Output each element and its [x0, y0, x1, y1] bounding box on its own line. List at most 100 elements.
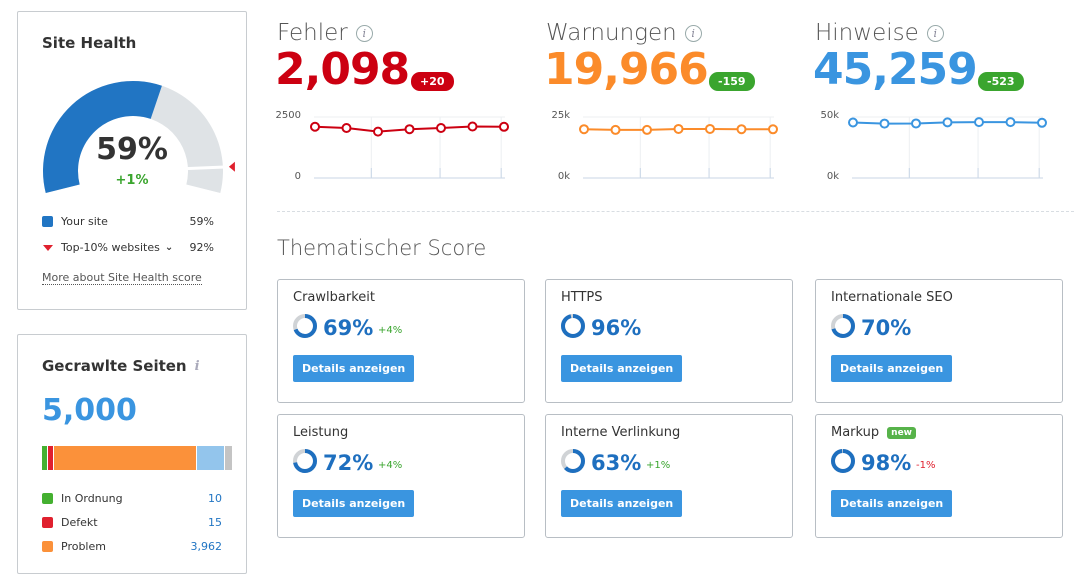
- sparkline-point[interactable]: [673, 123, 684, 134]
- score-percent: 69%: [323, 316, 374, 340]
- score-ring-fill: [293, 449, 317, 473]
- legend-your-site: Your site: [42, 215, 108, 228]
- sparkline-point[interactable]: [436, 122, 446, 133]
- crawled-legend-item[interactable]: Defekt: [42, 516, 98, 529]
- metric-change-badge: +20: [411, 72, 454, 91]
- legend-value[interactable]: 15: [208, 516, 222, 529]
- details-button[interactable]: Details anzeigen: [293, 490, 415, 517]
- y-axis-max-label: 25k: [551, 110, 570, 121]
- legend-value[interactable]: 10: [208, 492, 222, 505]
- thematic-score-title: Thematischer Score: [277, 236, 487, 260]
- sparkline-point[interactable]: [310, 121, 320, 132]
- score-ring-icon: [561, 314, 585, 338]
- gauge-fill: [42, 81, 162, 193]
- crawled-pages-total: 5,000: [42, 393, 137, 428]
- site-health-gauge: [42, 81, 235, 193]
- details-button[interactable]: Details anzeigen: [561, 355, 683, 382]
- sparkline-point[interactable]: [736, 124, 747, 135]
- sparkline-point[interactable]: [642, 124, 652, 135]
- score-change: -1%: [916, 460, 936, 471]
- sparkline-point[interactable]: [341, 122, 352, 133]
- metric-title: Warnungen i: [546, 20, 702, 46]
- legend-value: 92%: [189, 241, 214, 254]
- legend-label: Problem: [61, 540, 106, 553]
- metric-value[interactable]: 19,966: [544, 44, 709, 95]
- crawled-pages-card: Gecrawlte Seiten i 5,000 In Ordnung 10 Defe…: [17, 334, 247, 574]
- sparkline-point[interactable]: [610, 124, 621, 135]
- sparkline-point[interactable]: [911, 118, 921, 129]
- details-button[interactable]: Details anzeigen: [561, 490, 683, 517]
- score-card-title: Interne Verlinkung: [561, 425, 681, 440]
- new-badge: new: [887, 426, 916, 439]
- score-card-title: HTTPS: [561, 290, 603, 305]
- info-icon[interactable]: i: [684, 24, 702, 42]
- bar-segment[interactable]: [196, 446, 225, 470]
- y-axis-min-label: 0k: [826, 171, 839, 182]
- info-icon[interactable]: i: [926, 24, 944, 42]
- legend-label: In Ordnung: [61, 492, 123, 505]
- sparkline-point[interactable]: [404, 124, 415, 135]
- score-change: +4%: [378, 460, 403, 471]
- sparkline-point[interactable]: [1005, 117, 1016, 128]
- score-ring-icon: [293, 314, 317, 338]
- details-button[interactable]: Details anzeigen: [831, 490, 953, 517]
- info-icon[interactable]: i: [355, 24, 373, 42]
- y-axis-min-label: 0k: [557, 171, 570, 182]
- sparkline-point[interactable]: [879, 118, 890, 129]
- score-ring-fill: [831, 449, 855, 473]
- score-card-title: Leistung: [293, 425, 349, 440]
- metric-sparkline: [848, 116, 1047, 179]
- score-ring-icon: [293, 449, 317, 473]
- legend-label: Your site: [61, 215, 108, 228]
- score-ring-icon: [561, 449, 585, 473]
- score-ring-fill: [831, 314, 855, 338]
- metric-title: Fehler i: [277, 20, 373, 46]
- top10-marker-icon: [228, 161, 235, 172]
- sparkline-point[interactable]: [768, 124, 778, 135]
- sparkline-point[interactable]: [499, 121, 509, 132]
- sparkline-point[interactable]: [705, 123, 715, 134]
- legend-swatch: [42, 493, 53, 504]
- details-button[interactable]: Details anzeigen: [293, 355, 415, 382]
- site-health-more-link[interactable]: More about Site Health score: [42, 271, 202, 285]
- divider: [277, 211, 1074, 212]
- score-ring-fill: [561, 449, 585, 473]
- details-button[interactable]: Details anzeigen: [831, 355, 953, 382]
- red-triangle-icon: [43, 244, 53, 251]
- sparkline-point[interactable]: [467, 121, 478, 132]
- crawled-legend-item[interactable]: Problem: [42, 540, 106, 553]
- sparkline-point[interactable]: [974, 117, 984, 128]
- score-percent: 70%: [861, 316, 912, 340]
- metric-change-badge: -523: [978, 72, 1024, 91]
- sparkline-point[interactable]: [942, 117, 953, 128]
- site-health-title: Site Health: [42, 34, 137, 52]
- legend-value[interactable]: 3,962: [190, 540, 223, 553]
- metric-value[interactable]: 45,259: [813, 44, 978, 95]
- y-axis-max-label: 50k: [820, 110, 839, 121]
- score-percent: 96%: [591, 316, 642, 340]
- bar-segment[interactable]: [42, 446, 47, 470]
- score-ring-icon: [831, 314, 855, 338]
- legend-top10[interactable]: Top-10% websites ⌄: [42, 241, 173, 254]
- score-change: +1%: [646, 460, 671, 471]
- score-card: Markup new 98% -1% Details anzeigen: [815, 414, 1063, 538]
- metric-title: Hinweise i: [815, 20, 944, 46]
- bar-segment[interactable]: [48, 446, 53, 470]
- sparkline-point[interactable]: [579, 124, 589, 135]
- score-card: Internationale SEO 70% Details anzeigen: [815, 279, 1063, 403]
- sparkline-point[interactable]: [848, 117, 858, 128]
- bar-segment[interactable]: [225, 446, 233, 470]
- y-axis-min-label: 0: [294, 171, 301, 182]
- metric-sparkline: [310, 116, 509, 179]
- sparkline-point[interactable]: [373, 126, 383, 137]
- crawled-pages-bar: [42, 446, 233, 470]
- sparkline-point[interactable]: [1037, 117, 1047, 128]
- y-axis-max-label: 2500: [275, 110, 301, 121]
- metric-value[interactable]: 2,098: [275, 44, 410, 95]
- score-change: +4%: [378, 325, 403, 336]
- your-site-swatch: [42, 216, 53, 227]
- crawled-legend-item[interactable]: In Ordnung: [42, 492, 123, 505]
- metric-sparkline: [579, 116, 778, 179]
- info-icon[interactable]: i: [194, 358, 200, 374]
- bar-segment[interactable]: [54, 446, 196, 470]
